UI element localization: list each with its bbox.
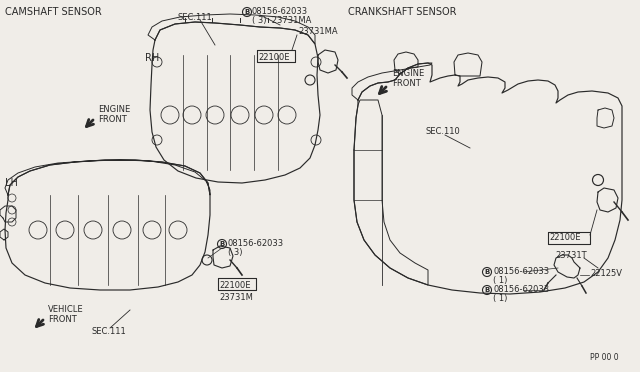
Text: 08156-62033: 08156-62033 [493,285,549,295]
Text: 22100E: 22100E [549,234,580,243]
Text: RH: RH [145,53,159,63]
Text: B: B [244,9,250,15]
Text: CRANKSHAFT SENSOR: CRANKSHAFT SENSOR [348,7,456,17]
Text: 23731M: 23731M [219,294,253,302]
Text: 08156-62033: 08156-62033 [493,267,549,276]
Text: 22100E: 22100E [219,280,250,289]
Text: ENGINE: ENGINE [392,70,424,78]
Text: FRONT: FRONT [48,314,77,324]
Text: CAMSHAFT SENSOR: CAMSHAFT SENSOR [5,7,102,17]
Text: B: B [220,241,225,247]
Text: VEHICLE: VEHICLE [48,305,84,314]
Text: PP 00 0: PP 00 0 [590,353,619,362]
Text: 22125V: 22125V [590,269,622,279]
Text: FRONT: FRONT [98,115,127,125]
Text: ( 1): ( 1) [493,295,508,304]
Text: SEC.111: SEC.111 [178,13,212,22]
Text: LH: LH [5,178,18,188]
Text: B: B [484,287,490,293]
Text: 08156-62033: 08156-62033 [252,7,308,16]
Text: SEC.110: SEC.110 [425,128,460,137]
Text: 22100E: 22100E [258,52,289,61]
Text: ENGINE: ENGINE [98,106,131,115]
Text: 08156-62033: 08156-62033 [228,240,284,248]
Text: ( 1): ( 1) [493,276,508,285]
Text: B: B [484,269,490,275]
Text: ( 3): ( 3) [228,248,243,257]
Text: ( 3)  23731MA: ( 3) 23731MA [252,16,312,25]
Text: 23731T: 23731T [555,251,587,260]
Text: SEC.111: SEC.111 [92,327,127,337]
Text: 23731MA: 23731MA [298,28,338,36]
Text: FRONT: FRONT [392,78,420,87]
